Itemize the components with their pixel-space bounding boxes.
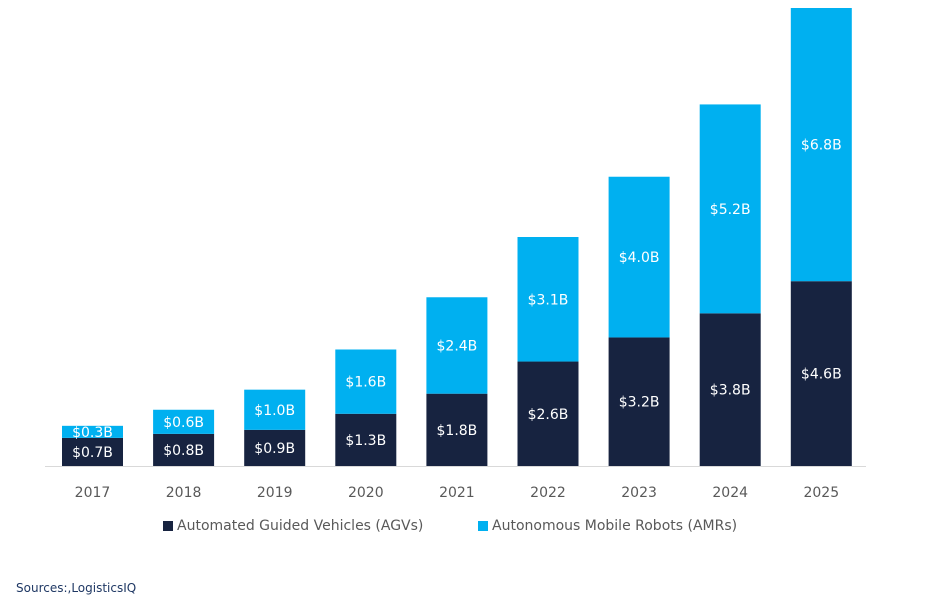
x-tick-label-2022: 2022	[530, 485, 566, 501]
legend-label-amr: Autonomous Mobile Robots (AMRs)	[492, 518, 738, 534]
bar-amr-2020	[335, 349, 397, 414]
bar-amr-2018	[153, 409, 215, 434]
legend-label-agv: Automated Guided Vehicles (AGVs)	[177, 518, 424, 534]
data-label-agv-2021: $1.8B	[437, 423, 478, 439]
x-tick-label-2017: 2017	[75, 485, 111, 501]
data-label-amr-2020: $1.6B	[345, 375, 386, 391]
data-label-amr-2025: $6.8B	[801, 138, 842, 154]
legend-item-agv: Automated Guided Vehicles (AGVs)	[163, 518, 423, 534]
bar-amr-2017	[62, 425, 123, 438]
bar-amr-2019	[244, 389, 306, 430]
data-label-amr-2022: $3.1B	[528, 292, 569, 308]
data-label-agv-2018: $0.8B	[163, 443, 204, 459]
bar-agv-2018	[153, 433, 215, 466]
x-tick-label-2025: 2025	[803, 485, 839, 501]
data-label-amr-2019: $1.0B	[254, 403, 295, 419]
bar-amr-2022	[517, 237, 579, 362]
data-label-agv-2019: $0.9B	[254, 441, 295, 457]
bar-amr-2021	[426, 297, 488, 394]
bar-agv-2020	[335, 413, 397, 466]
data-label-amr-2023: $4.0B	[619, 250, 660, 266]
x-tick-label-2023: 2023	[621, 485, 657, 501]
bar-agv-2017	[62, 437, 123, 466]
x-tick-label-2019: 2019	[257, 485, 293, 501]
x-tick-label-2021: 2021	[439, 485, 475, 501]
data-label-amr-2021: $2.4B	[437, 338, 478, 354]
legend-swatch-amr	[478, 521, 488, 531]
bar-agv-2025	[790, 281, 852, 466]
bar-agv-2021	[426, 393, 488, 466]
bar-agv-2019	[244, 429, 306, 466]
stacked-bar-chart: $0.7B $0.3B 2017 $0.8B $0.6B 2018 $0.9B $1.0B 20…	[45, 8, 866, 501]
x-tick-label-2024: 2024	[712, 485, 748, 501]
x-tick-label-2018: 2018	[166, 485, 202, 501]
bar-amr-2025	[790, 8, 852, 282]
bar-amr-2024	[699, 104, 761, 314]
source-note: Sources:,LogisticsIQ	[16, 581, 137, 595]
legend-item-amr: Autonomous Mobile Robots (AMRs)	[478, 518, 737, 534]
legend-swatch-agv	[163, 521, 173, 531]
x-tick-label-2020: 2020	[348, 485, 384, 501]
data-label-amr-2024: $5.2B	[710, 202, 751, 218]
data-label-agv-2017: $0.7B	[72, 445, 113, 461]
data-label-agv-2022: $2.6B	[528, 407, 569, 423]
bar-agv-2023	[608, 337, 670, 466]
bar-amr-2023	[608, 176, 670, 338]
data-label-amr-2018: $0.6B	[163, 415, 204, 431]
bar-agv-2024	[699, 313, 761, 466]
data-label-agv-2024: $3.8B	[710, 383, 751, 399]
data-label-amr-2017: $0.3B	[72, 425, 113, 441]
data-label-agv-2025: $4.6B	[801, 367, 842, 383]
bar-agv-2022	[517, 361, 579, 466]
data-label-agv-2020: $1.3B	[345, 433, 386, 449]
data-label-agv-2023: $3.2B	[619, 395, 660, 411]
